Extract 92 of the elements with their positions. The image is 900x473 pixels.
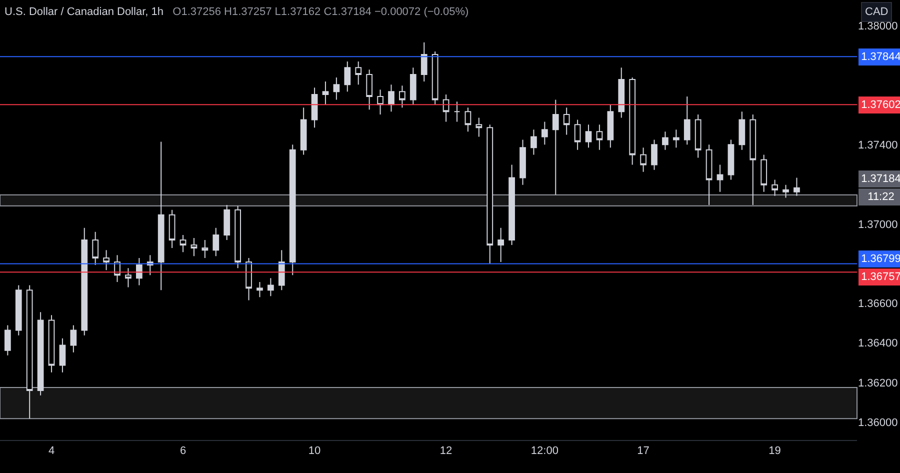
candlestick <box>333 77 340 100</box>
x-tick-label: 19 <box>768 445 781 458</box>
candlestick <box>256 282 263 298</box>
y-axis-title: CAD <box>865 6 888 18</box>
x-tick-label: 17 <box>637 445 650 458</box>
candlestick <box>224 204 230 241</box>
candlestick <box>180 234 186 253</box>
candlestick <box>322 80 329 106</box>
candlestick <box>388 84 394 112</box>
candlestick <box>585 124 592 148</box>
y-tick-label: 1.36600 <box>858 298 898 310</box>
candlestick <box>37 312 44 396</box>
candlestick <box>81 227 88 336</box>
candlestick <box>442 94 450 122</box>
candlestick <box>92 231 99 266</box>
candlestick <box>520 139 526 186</box>
candlestick <box>530 129 537 156</box>
candlestick <box>59 338 66 373</box>
candlestick <box>498 227 504 263</box>
ref-line-label: 1.36799 <box>861 253 900 265</box>
candlestick <box>26 284 33 420</box>
candlestick <box>158 141 164 291</box>
text: 11:22 <box>868 191 894 203</box>
candlestick <box>410 67 416 106</box>
candlestick <box>607 104 614 148</box>
candlestick <box>278 250 285 291</box>
candlestick <box>662 131 668 150</box>
candlestick <box>4 324 11 356</box>
candlestick <box>552 99 559 196</box>
candlestick <box>344 60 351 92</box>
y-tick-label: 1.36400 <box>858 338 898 350</box>
candlestick <box>794 177 800 196</box>
candlestick <box>311 87 318 128</box>
candlestick <box>202 240 208 259</box>
candlestick <box>168 209 176 248</box>
candlestick <box>694 114 702 158</box>
candlestick <box>48 314 55 373</box>
candlestick <box>246 258 252 301</box>
candlestick <box>15 284 22 336</box>
ref-line-label: 1.37602 <box>861 99 900 111</box>
ref-line-label: 1.36757 <box>861 271 900 283</box>
y-tick-label: 1.36200 <box>858 377 898 390</box>
y-tick-label: 1.36000 <box>858 417 898 430</box>
y-tick-label: 1.37400 <box>858 140 898 152</box>
candlestick <box>772 179 778 196</box>
candlestick <box>420 42 428 82</box>
candlestick <box>125 268 132 288</box>
x-tick-label: 12:00 <box>530 445 558 458</box>
y-tick-label: 1.37000 <box>858 218 898 231</box>
candlestick <box>377 89 384 116</box>
candlestick <box>684 96 690 146</box>
candlestick <box>136 258 142 286</box>
candlestick <box>728 139 734 180</box>
candlestick <box>486 124 494 264</box>
candlestick <box>574 119 581 150</box>
candlestick <box>464 107 472 132</box>
candlestick <box>629 77 636 166</box>
candlestick <box>212 227 220 257</box>
candlestick <box>618 67 625 118</box>
candlestick <box>738 111 746 150</box>
candlestick <box>399 85 406 108</box>
candlestick <box>454 101 460 122</box>
candlestick <box>651 139 658 170</box>
candlestick <box>782 184 789 198</box>
candlestick <box>672 129 680 148</box>
candlestick <box>596 124 603 150</box>
x-tick-label: 12 <box>440 445 452 458</box>
y-tick-label: 1.38000 <box>858 20 898 33</box>
candlestick <box>289 144 296 276</box>
candlestick <box>366 69 373 110</box>
candlestick <box>432 51 438 106</box>
candlestick <box>234 205 241 269</box>
candlestick <box>508 164 515 246</box>
candlestick <box>355 60 362 86</box>
candlestick <box>70 324 77 353</box>
x-tick-label: 4 <box>48 445 55 458</box>
candlestick <box>750 114 756 206</box>
candlestick <box>716 164 724 192</box>
candlestick <box>760 154 768 192</box>
x-tick-label: 6 <box>180 445 186 458</box>
candlestick <box>190 238 198 257</box>
x-tick-label: 10 <box>308 445 321 458</box>
text: U.S. Dollar / Canadian Dollar, 1h <box>4 6 164 18</box>
candlestick <box>563 107 570 136</box>
candlestick <box>476 117 482 138</box>
candlestick <box>706 144 712 206</box>
text: O1.37256 H1.37257 L1.37162 C1.37184 −0.00072 (−0.05%) <box>172 6 469 18</box>
candlestick <box>268 278 274 297</box>
candlestick <box>541 121 548 146</box>
candlestick <box>300 107 307 156</box>
candlestick <box>103 250 110 271</box>
candlestick <box>640 147 646 172</box>
